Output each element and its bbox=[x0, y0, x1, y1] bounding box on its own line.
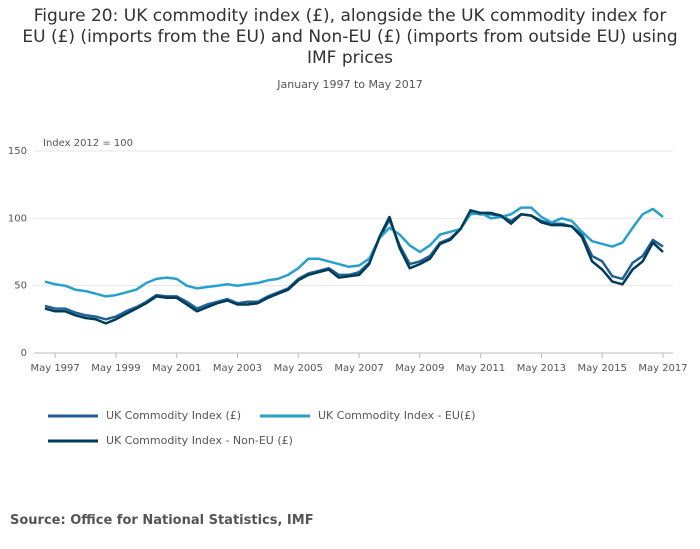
legend-label: UK Commodity Index - EU(£) bbox=[318, 409, 476, 422]
x-tick-label: May 2011 bbox=[456, 363, 505, 374]
x-tick-label: May 2017 bbox=[638, 363, 687, 374]
x-tick-label: May 2003 bbox=[213, 363, 262, 374]
x-tick-label: May 2007 bbox=[334, 363, 383, 374]
x-tick-label: May 2009 bbox=[395, 363, 444, 374]
y-tick-label: 100 bbox=[8, 213, 27, 224]
x-tick-label: May 2005 bbox=[274, 363, 323, 374]
series-line bbox=[44, 209, 664, 325]
source: Source: Office for National Statistics, … bbox=[10, 513, 314, 528]
chart-title: Figure 20: UK commodity index (£), along… bbox=[22, 6, 678, 68]
chart-subtitle: January 1997 to May 2017 bbox=[277, 78, 423, 91]
x-tick-label: May 1999 bbox=[91, 363, 140, 374]
legend-label: UK Commodity Index (£) bbox=[106, 409, 241, 422]
y-tick-label: 150 bbox=[8, 146, 27, 157]
y-tick-label: 50 bbox=[14, 281, 27, 292]
legend-label: UK Commodity Index - Non-EU (£) bbox=[106, 434, 293, 447]
x-tick-label: May 2013 bbox=[517, 363, 566, 374]
x-tick-label: May 1997 bbox=[30, 363, 79, 374]
series-line bbox=[44, 206, 664, 298]
y-axis-label: Index 2012 = 100 bbox=[43, 138, 133, 149]
x-tick-label: May 2001 bbox=[152, 363, 201, 374]
y-tick-label: 0 bbox=[21, 348, 27, 359]
x-tick-label: May 2015 bbox=[578, 363, 627, 374]
